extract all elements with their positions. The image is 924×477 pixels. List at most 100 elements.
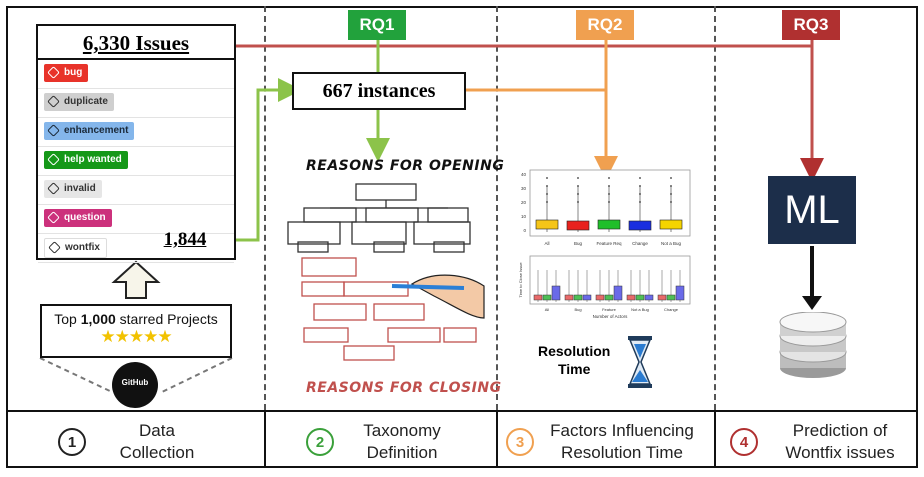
top-ytick: 30: [521, 186, 527, 191]
step-label-line1: Taxonomy: [363, 421, 441, 440]
rq1-label: RQ1: [359, 15, 395, 34]
step-label-line1: Prediction of: [792, 421, 888, 440]
resolution-time-title: Resolution Time: [538, 342, 610, 378]
github-icon: GitHub: [112, 362, 158, 408]
top-outlier: [639, 193, 641, 195]
top-projects-box: Top 1,000 starred Projects ★★★★★: [40, 304, 232, 358]
bottom-box: [604, 294, 614, 301]
label-tag-text: enhancement: [64, 125, 129, 136]
label-row: question: [38, 205, 234, 234]
step-3: 3 Factors Influencing Resolution Time: [500, 418, 712, 466]
step-divider-3: [714, 412, 716, 468]
label-tag-wontfix[interactable]: wontfix: [44, 238, 107, 258]
top-outlier: [639, 185, 641, 187]
step-label: Data Collection: [102, 420, 212, 464]
label-tag-text: invalid: [64, 183, 96, 194]
database-icon: [779, 312, 847, 378]
reasons-closing-title: REASONS FOR CLOSING: [306, 380, 502, 396]
step-number-badge: 1: [58, 428, 86, 456]
top-category-label: Not a Bug: [661, 241, 682, 246]
step-label: Prediction of Wontfix issues: [770, 420, 910, 464]
top-outlier: [546, 177, 548, 179]
label-tag-enhancement[interactable]: enhancement: [44, 122, 135, 140]
bottom-category-label: Feature: [602, 307, 617, 312]
resolution-boxplots: All Bug Feature Req Change Not a Bug 40 30 20 10…: [518, 169, 691, 318]
top-category-label: Change: [632, 241, 648, 246]
bottom-box: [533, 294, 543, 301]
column-divider-3: [714, 6, 716, 410]
top-outlier: [577, 177, 579, 179]
top-ytick: 40: [521, 172, 527, 177]
step-divider-2: [496, 412, 498, 468]
top-category-label: Feature Req: [596, 241, 622, 246]
up-arrow-icon: [111, 260, 161, 299]
step-number-badge: 3: [506, 428, 534, 456]
top-outlier: [546, 193, 548, 195]
label-tag-help-wanted[interactable]: help wanted: [44, 151, 128, 169]
ml-text: ML: [784, 188, 840, 232]
label-row: invalid: [38, 176, 234, 205]
bottom-box: [657, 294, 667, 301]
label-tag-text: help wanted: [64, 154, 122, 165]
step-label-line2: Definition: [366, 443, 438, 462]
label-row: bug: [38, 60, 234, 89]
rq1-badge: RQ1: [348, 10, 406, 40]
top-outlier: [639, 177, 641, 179]
step-4: 4 Prediction of Wontfix issues: [718, 418, 916, 466]
taxonomy-sketch: [287, 183, 485, 361]
label-tag-bug[interactable]: bug: [44, 64, 89, 82]
wontfix-count-text: 1,844: [163, 229, 207, 250]
top-outlier: [577, 193, 579, 195]
top-projects-text: Top 1,000 starred Projects: [54, 311, 218, 327]
label-row: wontfix: [38, 234, 234, 263]
top-category-label: All: [544, 241, 549, 246]
tag-icon: [47, 211, 60, 224]
top-ytick: 0: [523, 228, 526, 233]
bottom-box: [573, 294, 583, 301]
label-tag-question[interactable]: question: [44, 209, 112, 227]
label-tag-duplicate[interactable]: duplicate: [44, 93, 114, 111]
top-outlier: [608, 201, 610, 203]
bottom-box: [666, 294, 676, 301]
issues-box: 6,330 Issues: [36, 24, 236, 62]
tag-icon: [47, 95, 60, 108]
top-box-1: [566, 220, 590, 231]
issues-text: 6,330 Issues: [82, 31, 190, 55]
bottom-box: [635, 294, 645, 301]
bottom-category-label: Not a Bug: [631, 307, 649, 312]
bottom-xlabel: Number of Actors: [593, 314, 629, 318]
label-tag-text: bug: [64, 67, 83, 78]
resolution-line2: Time: [557, 361, 591, 377]
rq2-badge: RQ2: [576, 10, 634, 40]
column-divider-2: [496, 6, 498, 410]
stars-icon: ★★★★★: [100, 327, 172, 346]
step-label-line2: Resolution Time: [561, 443, 683, 462]
step-label-line1: Data: [139, 421, 175, 440]
bottom-box: [582, 294, 592, 301]
bottom-box: [542, 294, 552, 301]
top-outlier: [577, 185, 579, 187]
bottom-box: [564, 294, 574, 301]
top-box-2: [597, 219, 621, 230]
label-tag-text: question: [64, 212, 106, 223]
label-tag-invalid[interactable]: invalid: [44, 180, 102, 198]
top-outlier: [608, 193, 610, 195]
step-1: 1 Data Collection: [10, 418, 262, 466]
label-tag-text: wontfix: [65, 242, 100, 253]
step-row-divider: [6, 410, 918, 412]
resolution-line1: Resolution: [538, 343, 611, 359]
instances-text: 667 instances: [322, 80, 436, 102]
bottom-box: [644, 294, 654, 301]
hourglass-icon: [628, 336, 652, 388]
column-divider-1: [264, 6, 266, 410]
rq3-label: RQ3: [793, 15, 829, 34]
ml-box: ML: [768, 176, 856, 244]
tag-icon: [47, 182, 60, 195]
step-label-line1: Factors Influencing: [550, 421, 694, 440]
bottom-ylabel: Time to Close Issue: [518, 262, 523, 298]
reasons-opening-title: REASONS FOR OPENING: [306, 158, 505, 174]
bottom-category-label: Change: [664, 307, 679, 312]
top-outlier: [608, 177, 610, 179]
bottom-box: [551, 285, 561, 301]
